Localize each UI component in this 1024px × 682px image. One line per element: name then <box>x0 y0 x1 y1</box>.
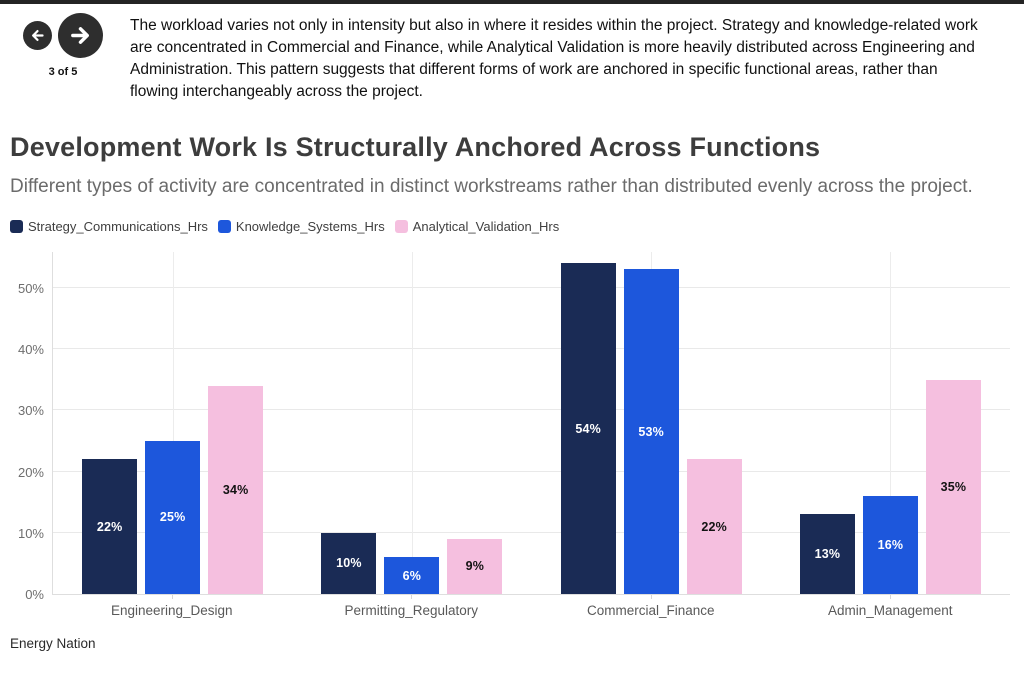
legend-swatch <box>10 220 23 233</box>
y-axis-label: 40% <box>17 342 44 357</box>
gridline-vertical <box>411 252 413 594</box>
y-axis-label: 20% <box>17 464 44 480</box>
bar-group: 54% 53% 22% <box>532 252 771 594</box>
page-subtitle: Different types of activity are concentr… <box>10 176 973 197</box>
legend-item: Strategy_Communications_Hrs <box>10 219 208 234</box>
y-axis-label: 10% <box>17 525 44 541</box>
legend-item: Analytical_Validation_Hrs <box>394 219 560 234</box>
header-row: 3 of 5 The workload varies not only in i… <box>0 4 1024 103</box>
bar-commercial_finance-knowledge_systems_hrs: 53% <box>623 269 679 594</box>
axis-tick <box>411 595 413 599</box>
top-border <box>0 0 1024 4</box>
legend-swatch <box>217 220 231 233</box>
bar-value-label: 25% <box>159 510 186 525</box>
gridline <box>53 348 1010 349</box>
y-axis-label: 30% <box>17 403 44 419</box>
bar-engineering_design-analytical_validation_hrs: 34% <box>208 385 264 594</box>
gridline <box>53 531 1010 533</box>
plot-area: 22% 25% 34% 10% 6% 9% 54% 53% 22% 13% 16% 35% <box>52 252 1010 595</box>
x-axis: Engineering_Design Permitting_Regulatory C… <box>52 595 1010 618</box>
page-indicator: 3 of 5 <box>48 66 78 78</box>
arrow-left-icon <box>30 28 45 43</box>
bar-group: 10% 6% 9% <box>292 252 531 594</box>
back-button[interactable] <box>23 21 52 50</box>
gridline <box>53 470 1010 472</box>
legend-item: Knowledge_Systems_Hrs <box>217 219 385 234</box>
x-axis-label: Engineering_Design <box>52 595 292 618</box>
bar-value-label: 6% <box>402 568 422 583</box>
axis-tick <box>171 595 173 599</box>
arrow-right-icon <box>69 24 92 47</box>
bar-admin_management-strategy_communications_hrs: 13% <box>799 514 855 594</box>
bar-commercial_finance-analytical_validation_hrs: 22% <box>686 459 742 594</box>
bar-value-label: 35% <box>940 479 967 494</box>
bar-groups: 22% 25% 34% 10% 6% 9% 54% 53% 22% 13% 16% 35% <box>53 252 1010 594</box>
bar-engineering_design-strategy_communications_hrs: 22% <box>82 459 138 594</box>
bar-commercial_finance-strategy_communications_hrs: 54% <box>560 263 616 594</box>
bar-value-label: 16% <box>877 538 904 552</box>
bar-admin_management-analytical_validation_hrs: 35% <box>925 379 981 594</box>
gridline-vertical <box>890 252 892 594</box>
axis-tick <box>890 595 892 599</box>
bar-value-label: 54% <box>575 421 601 436</box>
x-axis-label: Permitting_Regulatory <box>292 595 532 618</box>
bar-permitting_regulatory-analytical_validation_hrs: 9% <box>447 538 503 594</box>
forward-button[interactable] <box>58 13 103 58</box>
gridline-vertical <box>172 252 174 594</box>
bar-value-label: 34% <box>222 482 249 497</box>
bar-permitting_regulatory-strategy_communications_hrs: 10% <box>321 532 377 594</box>
page: 3 of 5 The workload varies not only in i… <box>0 0 1024 651</box>
x-axis-label: Commercial_Finance <box>531 595 771 618</box>
y-axis-label: 0% <box>25 587 44 602</box>
legend-label: Strategy_Communications_Hrs <box>28 219 208 234</box>
commentary-text: The workload varies not only in intensit… <box>130 17 978 100</box>
bar-admin_management-knowledge_systems_hrs: 16% <box>862 496 918 594</box>
legend-label: Analytical_Validation_Hrs <box>412 219 560 234</box>
bar-value-label: 22% <box>96 519 123 534</box>
y-axis-label: 50% <box>17 280 44 296</box>
legend-swatch <box>394 220 408 233</box>
bar-chart: 0% 10% 20% 30% 40% 50% 22% 25% 34% 10% 6% 9% 54% 53%… <box>0 252 1024 618</box>
bar-value-label: 10% <box>336 556 362 571</box>
source-label: Energy Nation <box>10 636 96 651</box>
bar-group: 22% 25% 34% <box>53 252 292 594</box>
bar-group: 13% 16% 35% <box>771 252 1010 594</box>
bar-value-label: 22% <box>701 519 727 534</box>
page-title: Development Work Is Structurally Anchore… <box>10 132 821 162</box>
bar-permitting_regulatory-knowledge_systems_hrs: 6% <box>384 557 440 594</box>
bar-value-label: 53% <box>638 424 664 439</box>
bar-engineering_design-knowledge_systems_hrs: 25% <box>145 440 201 594</box>
legend-label: Knowledge_Systems_Hrs <box>235 219 385 234</box>
chart-legend: Strategy_Communications_Hrs Knowledge_Sys… <box>10 219 1014 234</box>
x-axis-label: Admin_Management <box>771 595 1011 618</box>
slide-navigation: 3 of 5 <box>8 13 118 78</box>
y-axis: 0% 10% 20% 30% 40% 50% <box>0 252 44 601</box>
gridline <box>53 409 1010 411</box>
bar-value-label: 9% <box>465 559 485 574</box>
bar-value-label: 13% <box>814 547 841 562</box>
gridline <box>53 286 1010 288</box>
axis-tick <box>650 595 652 599</box>
